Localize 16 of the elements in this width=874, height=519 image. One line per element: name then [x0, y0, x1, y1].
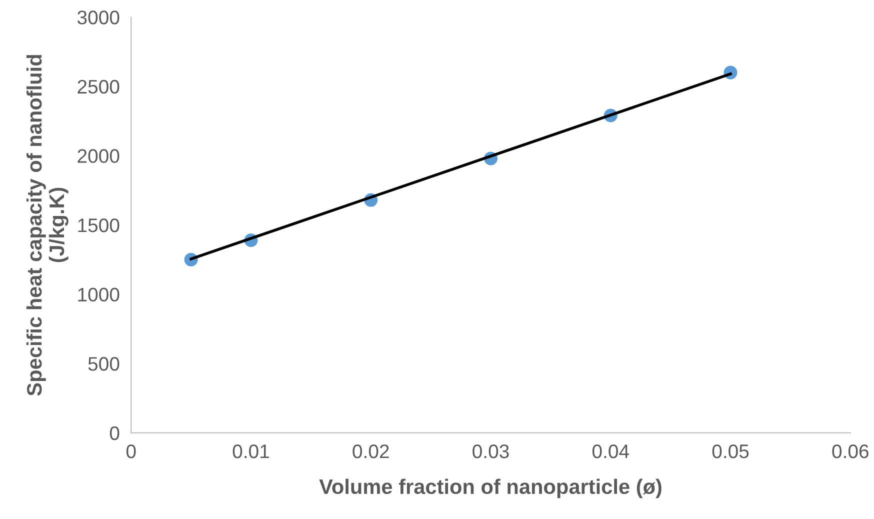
- y-tick-label: 500: [88, 357, 120, 371]
- x-tick-label: 0.04: [592, 444, 629, 458]
- y-tick-label: 1000: [78, 288, 120, 302]
- x-axis-title: Volume fraction of nanoparticle (ø): [319, 478, 662, 498]
- y-tick-label: 3000: [77, 10, 120, 24]
- x-tick-label: 0.06: [832, 444, 868, 458]
- y-tick-label: 2500: [78, 80, 120, 94]
- y-tick-label: 2000: [78, 149, 120, 163]
- x-tick-label: 0.02: [352, 444, 389, 458]
- x-tick-label: 0.03: [472, 444, 509, 458]
- x-tick-label: 0.01: [232, 444, 269, 458]
- y-axis-title: Specific heat capacity of nanofluid (J/kg.K): [26, 55, 68, 396]
- y-tick-label: 1500: [78, 218, 120, 232]
- x-tick-label: 0.05: [712, 444, 749, 458]
- x-tick-label: 0: [126, 444, 136, 458]
- y-tick-label: 0: [110, 426, 120, 440]
